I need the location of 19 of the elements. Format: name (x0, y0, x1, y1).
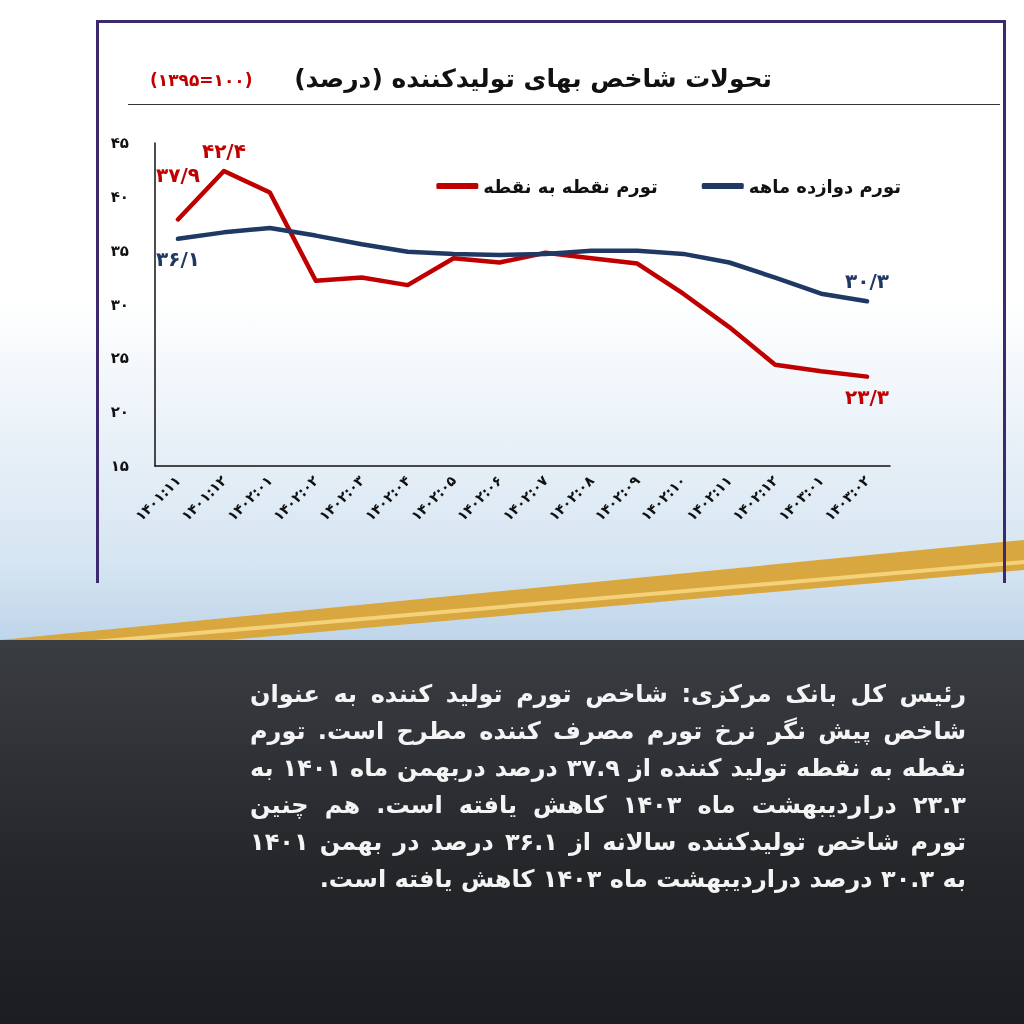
y-tick-label: ۳۰ (110, 295, 129, 314)
y-tick-label: ۲۰ (110, 403, 129, 422)
y-tick-label: ۴۰ (110, 187, 129, 206)
data-label: ۳۷/۹ (156, 163, 200, 188)
x-tick-label: ۱۴۰۲:۱۱ (683, 472, 735, 524)
data-label: ۳۶/۱ (156, 246, 200, 271)
y-tick-label: ۴۵ (110, 134, 129, 152)
legend-label: تورم دوازده ماهه (748, 175, 902, 198)
data-label: ۴۲/۴ (201, 138, 246, 163)
chart-subtitle: (۱۰۰=۱۳۹۵) (150, 70, 253, 90)
data-label: ۲۳/۳ (845, 384, 889, 409)
x-tick-label: ۱۴۰۳:۰۱ (775, 472, 827, 524)
legend-label: تورم نقطه به نقطه (483, 175, 658, 198)
data-label: ۳۰/۳ (845, 269, 889, 294)
y-tick-label: ۲۵ (110, 349, 129, 368)
y-tick-label: ۳۵ (110, 241, 129, 260)
y-tick-label: ۱۵ (110, 457, 129, 475)
chart-title: تحولات شاخص بهای تولیدکننده (درصد) (294, 64, 772, 93)
text: رئیس کل بانک مرکزی: شاخص تورم تولید کننده به عنوان شاخص پیش نگر نرخ تورم مصرف کننده مطرح است. تورم نقطه به نقطه تولید کننده از ۳۷.۹ درصد دربهمن ماه ۱۴۰۱ به ۲۳.۳ دراردیبهشت ماه ۱۴۰۳ کاهش یافته است. هم چنین تورم شاخص تولیدکننده سالانه از ۳۶.۱ درصد در بهمن ۱۴۰۱ به ۳۰.۳ درصد دراردیبهشت ماه ۱۴۰۳ کاهش یافته است. (250, 679, 967, 895)
